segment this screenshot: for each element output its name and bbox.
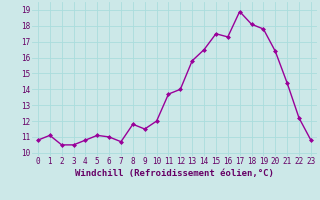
X-axis label: Windchill (Refroidissement éolien,°C): Windchill (Refroidissement éolien,°C) xyxy=(75,169,274,178)
